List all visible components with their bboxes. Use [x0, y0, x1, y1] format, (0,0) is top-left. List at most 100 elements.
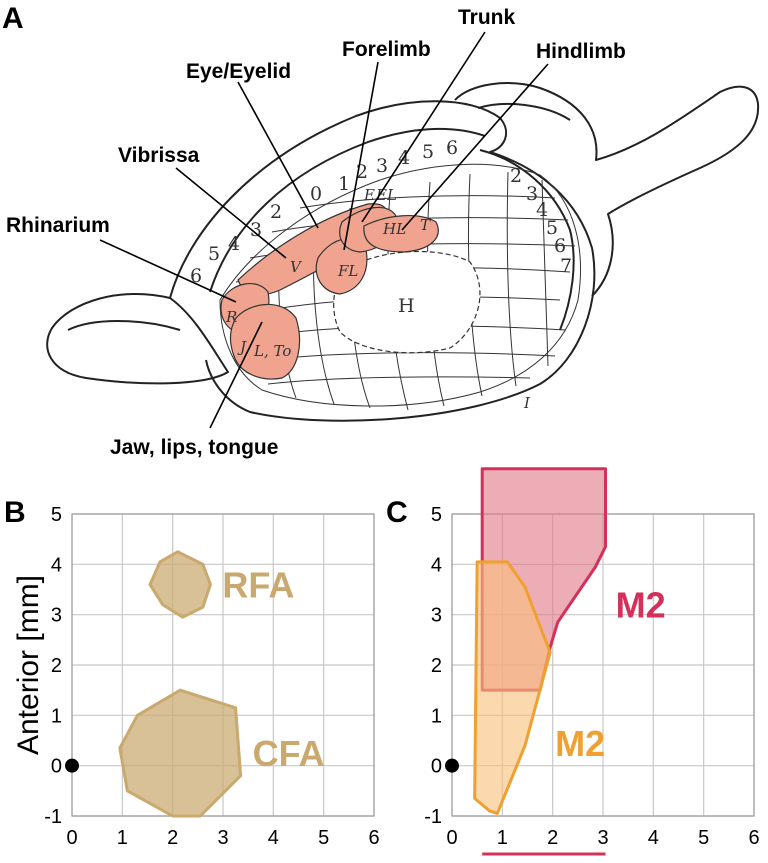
olfactory-bulb-inner	[67, 320, 181, 331]
y-tick-label: -1	[44, 806, 62, 828]
sketch-number: 4	[228, 233, 240, 255]
pons-outline	[479, 149, 575, 331]
y-tick-label: 1	[431, 705, 442, 727]
zone-letter: H	[398, 295, 415, 317]
panel-b-y-ticks: -1 0 1 2 3 4 5	[44, 504, 62, 828]
y-tick-label: 2	[51, 655, 62, 677]
somatotopy-zones	[220, 203, 439, 380]
zone-letter: E	[363, 186, 375, 204]
y-tick-label: 5	[431, 504, 442, 526]
region-cfa	[118, 688, 243, 818]
zone-letter: HL	[382, 220, 406, 238]
callout-leader-lines	[99, 31, 549, 429]
panel-c-letter: C	[386, 496, 408, 529]
panel-b-frame	[71, 513, 375, 817]
leader-rhinarium	[99, 239, 237, 303]
sketch-side-numbers: 2 3 4 5 6 7	[510, 165, 572, 277]
dorsal-hemisphere	[209, 127, 486, 293]
leader-hindlimb	[401, 63, 549, 231]
cerebellum-fold	[477, 103, 571, 121]
x-tick-label: 1	[117, 827, 128, 849]
x-tick-label: 5	[698, 827, 709, 849]
zone-letter: R	[225, 308, 237, 326]
cerebrum-outline	[169, 100, 596, 422]
zone-letter: V	[290, 258, 303, 276]
sketch-number: 6	[446, 137, 458, 159]
sketch-number: 0	[310, 183, 322, 205]
leader-jaw-lips-tongue	[209, 321, 263, 429]
callout-forelimb: Forelimb	[342, 38, 431, 61]
olfactory-bulb-outline	[46, 292, 229, 385]
panel-c-regions: M2 M2	[473, 467, 666, 815]
region-label-rfa: RFA	[222, 564, 294, 605]
sketch-number: 6	[190, 265, 202, 287]
sketch-number: 4	[536, 199, 548, 221]
sketch-number: 3	[526, 183, 538, 205]
panel-b-origin-dot	[65, 758, 79, 773]
region-label-cfa: CFA	[253, 733, 325, 774]
region-rfa	[148, 550, 212, 619]
sketch-number: 5	[546, 217, 558, 239]
callout-vibrissa: Vibrissa	[118, 144, 200, 167]
region-h-blank	[333, 250, 481, 354]
zone-letter: I	[523, 394, 531, 412]
y-tick-label: 1	[51, 705, 62, 727]
y-tick-label: 0	[51, 756, 62, 778]
panel-a-letter: A	[2, 2, 24, 35]
region-label-m2-red: M2	[616, 585, 666, 626]
callout-rhinarium: Rhinarium	[6, 214, 110, 237]
y-tick-label: -1	[424, 806, 442, 828]
sketch-number: 2	[510, 165, 522, 187]
panel-b-letter: B	[4, 496, 26, 529]
y-tick-label: 0	[431, 756, 442, 778]
panel-c-x-ticks: 0 1 2 3 4 5 6	[446, 827, 759, 849]
sketch-number: 6	[554, 235, 566, 257]
x-tick-label: 0	[66, 827, 77, 849]
sketch-number: 5	[422, 141, 434, 163]
y-tick-label: 5	[51, 504, 62, 526]
x-tick-label: 3	[217, 827, 228, 849]
sketch-number: 2	[270, 201, 282, 223]
zone-jaw-lips-tongue	[229, 303, 301, 380]
x-tick-label: 2	[547, 827, 558, 849]
sketch-zone-letters: R V FL HL T E EL J L, To H I	[225, 186, 531, 412]
x-tick-label: 5	[318, 827, 329, 849]
panel-b-x-ticks: 0 1 2 3 4 5 6	[66, 827, 379, 849]
cerebellum-outline	[454, 82, 760, 297]
sketch-number: 3	[376, 155, 388, 177]
zone-letter: FL	[337, 262, 358, 280]
zone-letter: T	[420, 216, 431, 234]
x-tick-label: 6	[748, 827, 759, 849]
callout-hindlimb: Hindlimb	[536, 40, 626, 63]
y-tick-label: 3	[51, 605, 62, 627]
y-tick-label: 3	[431, 605, 442, 627]
x-tick-label: 3	[597, 827, 608, 849]
sketch-number: 5	[208, 243, 220, 265]
y-tick-label: 4	[431, 554, 442, 576]
x-tick-label: 6	[368, 827, 379, 849]
sketch-number: 7	[560, 255, 572, 277]
leader-vibrissa	[175, 167, 287, 259]
x-tick-label: 2	[167, 827, 178, 849]
y-tick-label: 2	[431, 655, 442, 677]
callout-jaw-lips-tongue: Jaw, lips, tongue	[110, 436, 278, 459]
region-m2-orange	[473, 560, 552, 815]
leader-forelimb	[343, 61, 379, 251]
panel-a-brain-map: A	[2, 2, 760, 459]
panel-b-y-axis-label: Anterior [mm]	[12, 575, 45, 755]
leader-trunk	[361, 31, 486, 223]
x-tick-label: 4	[268, 827, 279, 849]
callout-trunk: Trunk	[458, 6, 515, 29]
sketch-number: 1	[338, 173, 350, 195]
callout-labels: Trunk Forelimb Hindlimb Eye/Eyelid Vibri…	[6, 6, 626, 459]
panel-b-regions: RFA CFA	[118, 550, 325, 818]
zone-letter: J	[237, 338, 247, 356]
region-label-m2-orange: M2	[555, 723, 605, 764]
panel-c-y-ticks: -1 0 1 2 3 4 5	[424, 504, 442, 828]
x-tick-label: 4	[648, 827, 659, 849]
zone-letter: L, To	[253, 342, 291, 360]
panel-c-chart: C M2 M2 0 1 2 3 4 5 6 -1 0 1 2 3 4 5	[386, 467, 760, 856]
leader-eye-eyelid	[237, 81, 319, 229]
